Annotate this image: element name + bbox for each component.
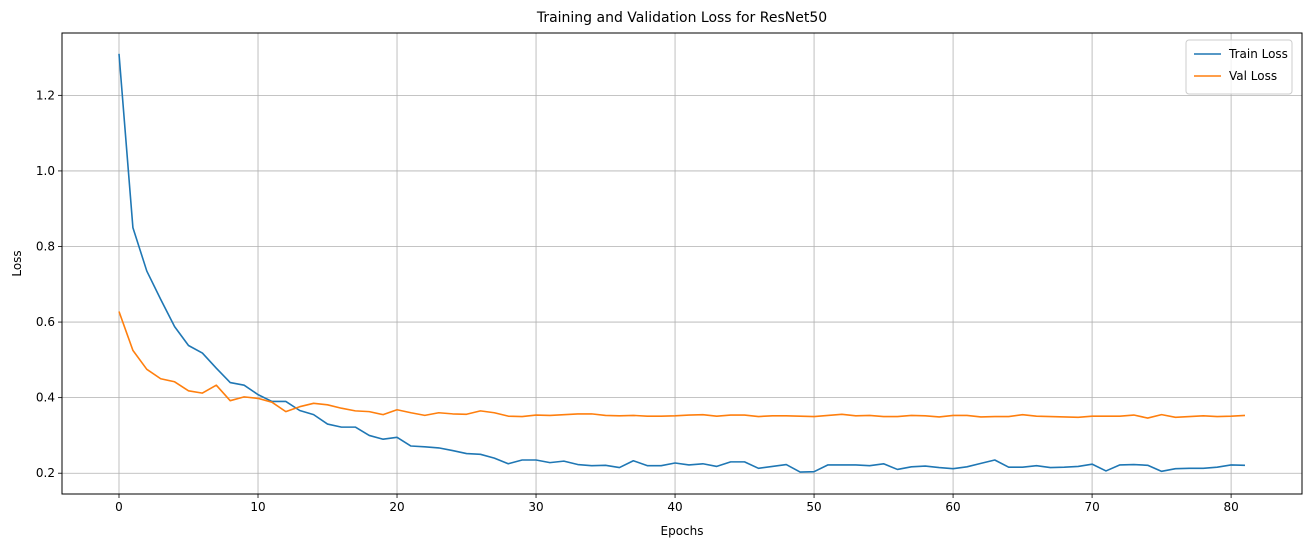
series-line-train-loss (118, 53, 1246, 473)
x-tick-label: 20 (389, 500, 404, 514)
plot-series (118, 53, 1246, 473)
x-tick-label: 40 (667, 500, 682, 514)
y-tick-label: 0.2 (36, 466, 55, 480)
legend-label: Val Loss (1229, 69, 1277, 83)
x-axis-label: Epochs (661, 524, 704, 538)
x-tick-label: 0 (115, 500, 123, 514)
series-line-val-loss (118, 311, 1246, 419)
plot-frame (61, 32, 1303, 495)
x-tick-label: 60 (945, 500, 960, 514)
x-tick-label: 10 (250, 500, 265, 514)
x-tick-label: 30 (528, 500, 543, 514)
y-tick-label: 1.2 (36, 88, 55, 102)
y-tick-label: 0.8 (36, 239, 55, 253)
y-axis-label: Loss (10, 250, 24, 276)
y-tick-label: 0.4 (36, 391, 55, 405)
grid (62, 33, 1302, 494)
x-tick-label: 70 (1084, 500, 1099, 514)
legend-label: Train Loss (1228, 47, 1288, 61)
chart-title: Training and Validation Loss for ResNet5… (536, 10, 827, 26)
y-tick-label: 0.6 (36, 315, 55, 329)
legend: Train Loss Val Loss (1185, 39, 1293, 95)
x-tick-label: 50 (806, 500, 821, 514)
y-tick-label: 1.0 (36, 164, 55, 178)
x-tick-label: 80 (1223, 500, 1238, 514)
axis-ticks: 0 10 20 30 40 50 60 70 80 0.2 0.4 0.6 0.8 1.0 1.2 (36, 88, 1239, 514)
